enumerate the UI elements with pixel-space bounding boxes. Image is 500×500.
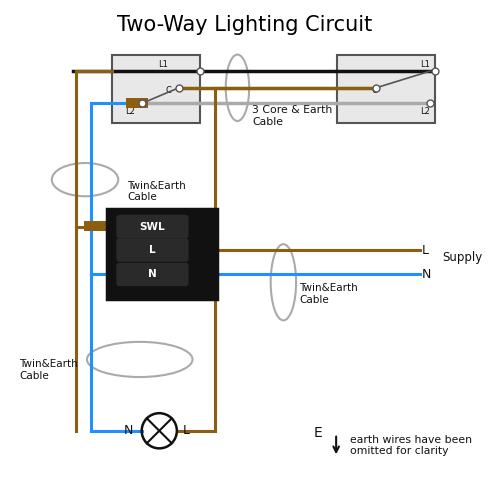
FancyBboxPatch shape bbox=[116, 238, 188, 262]
Text: L2: L2 bbox=[125, 106, 135, 116]
Text: Twin&Earth
Cable: Twin&Earth Cable bbox=[20, 360, 78, 381]
FancyBboxPatch shape bbox=[116, 262, 188, 286]
Text: earth wires have been
omitted for clarity: earth wires have been omitted for clarit… bbox=[350, 434, 472, 456]
Text: L1: L1 bbox=[420, 60, 430, 69]
Text: E: E bbox=[313, 426, 322, 440]
Text: 3 Core & Earth
Cable: 3 Core & Earth Cable bbox=[252, 106, 332, 127]
FancyBboxPatch shape bbox=[108, 209, 217, 299]
Bar bbox=[126, 98, 148, 108]
Text: Twin&Earth
Cable: Twin&Earth Cable bbox=[127, 180, 186, 202]
Bar bbox=[84, 220, 106, 232]
Text: SWL: SWL bbox=[140, 222, 166, 232]
FancyBboxPatch shape bbox=[116, 215, 188, 238]
Text: N: N bbox=[422, 268, 432, 281]
Text: L1: L1 bbox=[158, 60, 168, 69]
Text: C: C bbox=[372, 86, 377, 95]
Text: N: N bbox=[124, 424, 132, 438]
Text: C: C bbox=[165, 86, 171, 95]
Text: L: L bbox=[183, 424, 190, 438]
Text: Twin&Earth
Cable: Twin&Earth Cable bbox=[299, 283, 358, 305]
Text: Two-Way Lighting Circuit: Two-Way Lighting Circuit bbox=[116, 15, 372, 35]
Text: L: L bbox=[149, 245, 156, 255]
Text: N: N bbox=[148, 270, 157, 280]
Text: L2: L2 bbox=[420, 106, 430, 116]
Text: L: L bbox=[422, 244, 429, 256]
Text: Supply: Supply bbox=[442, 252, 483, 264]
Bar bbox=[337, 54, 435, 123]
Bar bbox=[112, 54, 200, 123]
